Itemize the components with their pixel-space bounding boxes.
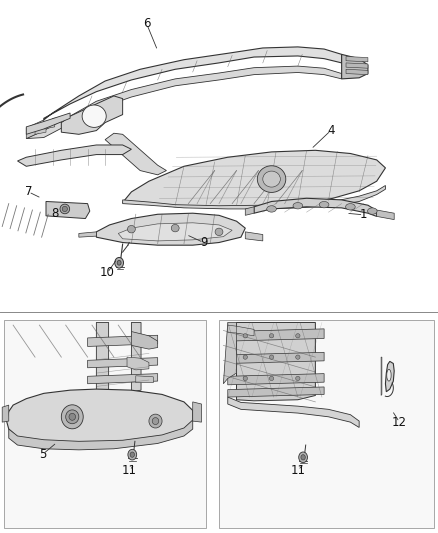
Text: 8: 8 <box>51 207 58 220</box>
Text: 11: 11 <box>122 464 137 477</box>
Ellipse shape <box>117 260 121 265</box>
Ellipse shape <box>115 257 124 268</box>
Polygon shape <box>136 376 153 383</box>
Polygon shape <box>254 198 377 216</box>
Polygon shape <box>228 352 324 364</box>
Polygon shape <box>18 145 131 166</box>
Text: 6: 6 <box>143 18 151 30</box>
Ellipse shape <box>367 208 377 214</box>
Ellipse shape <box>149 414 162 428</box>
Ellipse shape <box>128 449 137 460</box>
Polygon shape <box>26 66 342 139</box>
Polygon shape <box>61 96 123 134</box>
Ellipse shape <box>127 225 135 233</box>
Ellipse shape <box>293 203 303 209</box>
Ellipse shape <box>61 405 83 429</box>
Polygon shape <box>88 358 158 368</box>
Ellipse shape <box>257 166 286 192</box>
Ellipse shape <box>346 204 355 210</box>
Polygon shape <box>228 397 359 427</box>
Ellipse shape <box>66 410 79 424</box>
Text: 10: 10 <box>100 266 115 279</box>
FancyBboxPatch shape <box>4 320 206 528</box>
Polygon shape <box>342 54 368 79</box>
Polygon shape <box>228 374 324 385</box>
Ellipse shape <box>243 355 247 359</box>
Polygon shape <box>228 329 324 341</box>
Ellipse shape <box>267 206 276 212</box>
Polygon shape <box>377 210 394 220</box>
Ellipse shape <box>269 355 274 359</box>
Ellipse shape <box>152 418 159 424</box>
Ellipse shape <box>269 334 274 338</box>
Polygon shape <box>123 150 385 208</box>
Polygon shape <box>228 325 241 333</box>
Ellipse shape <box>243 376 247 381</box>
Ellipse shape <box>62 206 67 212</box>
Polygon shape <box>127 357 149 370</box>
Polygon shape <box>346 63 368 68</box>
Polygon shape <box>245 232 263 241</box>
Ellipse shape <box>263 171 280 187</box>
Polygon shape <box>228 387 324 397</box>
Ellipse shape <box>319 201 329 208</box>
Polygon shape <box>105 133 166 175</box>
Polygon shape <box>237 322 315 401</box>
Polygon shape <box>118 223 232 241</box>
Polygon shape <box>381 357 382 395</box>
Polygon shape <box>96 213 245 245</box>
Polygon shape <box>346 69 368 75</box>
Polygon shape <box>346 56 368 62</box>
Ellipse shape <box>171 224 179 232</box>
Polygon shape <box>385 361 394 392</box>
Ellipse shape <box>130 452 134 457</box>
Polygon shape <box>123 185 385 209</box>
Text: 11: 11 <box>290 464 305 477</box>
Ellipse shape <box>301 455 305 460</box>
Polygon shape <box>245 207 254 215</box>
Polygon shape <box>237 326 254 336</box>
Polygon shape <box>35 128 46 134</box>
Text: 1: 1 <box>360 208 367 221</box>
Polygon shape <box>26 120 44 139</box>
Text: 9: 9 <box>200 236 208 249</box>
Ellipse shape <box>299 452 307 463</box>
Ellipse shape <box>296 376 300 381</box>
Polygon shape <box>193 402 201 422</box>
Polygon shape <box>88 374 158 384</box>
Ellipse shape <box>387 369 391 381</box>
FancyBboxPatch shape <box>219 320 434 528</box>
Polygon shape <box>79 232 96 237</box>
Ellipse shape <box>243 334 247 338</box>
Polygon shape <box>26 113 70 134</box>
Polygon shape <box>223 322 237 384</box>
Polygon shape <box>44 47 342 120</box>
Text: 4: 4 <box>327 124 335 137</box>
Polygon shape <box>9 420 193 450</box>
Ellipse shape <box>60 204 70 214</box>
Polygon shape <box>131 322 141 392</box>
Ellipse shape <box>69 414 76 420</box>
Ellipse shape <box>82 105 106 127</box>
Text: 12: 12 <box>392 416 407 429</box>
Polygon shape <box>88 335 158 346</box>
Ellipse shape <box>269 376 274 381</box>
Ellipse shape <box>296 355 300 359</box>
Polygon shape <box>46 201 90 219</box>
Polygon shape <box>7 389 193 442</box>
Text: 5: 5 <box>39 448 46 461</box>
Polygon shape <box>44 123 55 129</box>
Text: 7: 7 <box>25 185 32 198</box>
Ellipse shape <box>215 228 223 236</box>
Ellipse shape <box>296 334 300 338</box>
Polygon shape <box>96 322 109 392</box>
Polygon shape <box>131 332 158 349</box>
Polygon shape <box>2 405 9 422</box>
Polygon shape <box>53 117 64 124</box>
